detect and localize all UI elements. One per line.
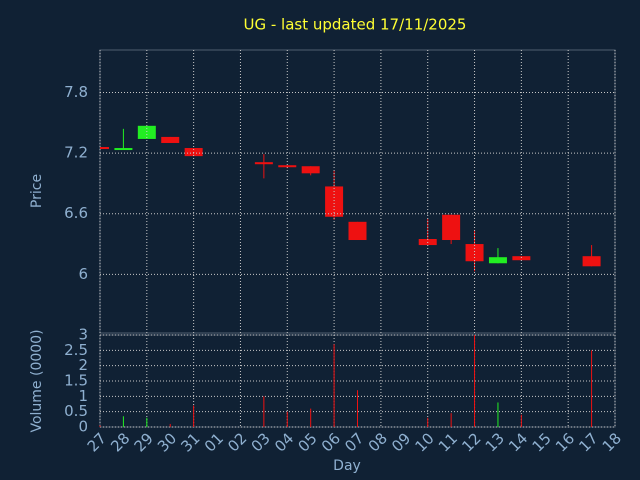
volume-bar: [99, 425, 101, 427]
volume-bar: [497, 402, 499, 427]
x-tick-label: 15: [529, 429, 555, 455]
x-tick-label: 05: [294, 429, 320, 455]
candle-body: [278, 165, 297, 168]
x-tick-label: 28: [107, 429, 133, 455]
volume-bar: [193, 405, 195, 427]
x-tick-label: 09: [388, 429, 414, 455]
volume-bar: [310, 408, 312, 427]
price-frame: [99, 49, 616, 334]
x-tick-label: 02: [224, 429, 250, 455]
volume-tick-label: 2.5: [64, 341, 88, 359]
candles: [100, 125, 601, 272]
x-tick-label: 31: [177, 429, 203, 455]
chart-title: UG - last updated 17/11/2025: [244, 16, 467, 34]
volume-bar: [450, 413, 452, 427]
y-tick-label: 7.2: [64, 144, 88, 162]
candle-body: [582, 256, 601, 267]
candle-body: [348, 221, 367, 241]
volume-tick-label: 0.5: [64, 402, 88, 420]
y-tick-label: 7.8: [64, 83, 88, 101]
volume-tick-label: 1.5: [64, 372, 88, 390]
volume-bar: [333, 344, 335, 427]
x-tick-label: 01: [201, 429, 227, 455]
x-tick-label: 03: [248, 429, 274, 455]
x-tick-label: 16: [552, 429, 578, 455]
volume-tick-label: 3: [78, 326, 88, 344]
y-tick-label: 6: [78, 265, 88, 283]
candle-body: [114, 148, 133, 151]
volume-tick-label: 0: [78, 418, 88, 436]
y-axis-label: Price: [29, 174, 45, 208]
candle-body: [488, 257, 507, 264]
volume-bar: [263, 396, 265, 427]
candle-body: [325, 186, 344, 217]
volume-bar: [520, 414, 522, 427]
volume-tick-label: 2: [78, 356, 88, 374]
candle-body: [442, 214, 461, 241]
x-tick-label: 30: [154, 429, 180, 455]
x-tick-label: 07: [341, 429, 367, 455]
volume-bar: [122, 416, 124, 427]
x-tick-label: 18: [599, 429, 625, 455]
x-tick-label: 29: [131, 429, 157, 455]
candle-body: [161, 136, 180, 143]
volume-axis-label: Volume (0000): [29, 329, 45, 432]
y-tick-label: 6.6: [64, 204, 88, 222]
volume-bar: [427, 417, 429, 427]
x-tick-label: 08: [365, 429, 391, 455]
candle-body: [465, 244, 484, 262]
volume-bar: [357, 390, 358, 427]
x-tick-label: 10: [412, 429, 438, 455]
x-tick-label: 17: [575, 429, 601, 455]
x-tick-label: 14: [505, 429, 531, 455]
candle-body: [512, 256, 531, 261]
volume-bar: [474, 335, 476, 427]
volume-bar: [146, 417, 148, 427]
x-tick-label: 06: [318, 429, 344, 455]
x-tick-label: 13: [482, 429, 508, 455]
x-tick-label: 11: [435, 429, 461, 455]
x-axis-label: Day: [333, 458, 361, 474]
candle-body: [100, 147, 109, 150]
x-tick-label: 04: [271, 429, 297, 455]
candle-body: [137, 125, 156, 139]
candle-body: [301, 166, 320, 174]
candle-body: [254, 162, 273, 165]
x-tick-label: 12: [458, 429, 484, 455]
volume-bar: [169, 423, 171, 427]
volume-bar: [591, 350, 593, 427]
volume-tick-label: 1: [78, 387, 88, 405]
volume-bar: [286, 411, 288, 427]
